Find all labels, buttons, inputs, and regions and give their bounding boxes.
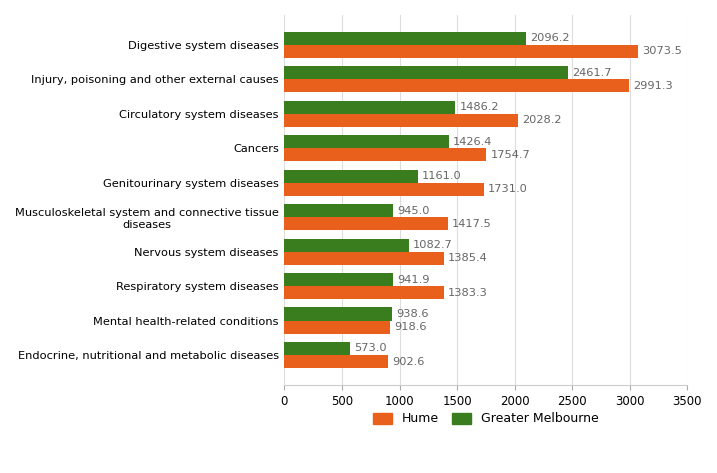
Bar (285, 79, 629, 92)
Bar (285, 148, 486, 161)
Text: 573.0: 573.0 (354, 343, 387, 353)
Text: 938.6: 938.6 (397, 309, 429, 319)
Bar (285, 183, 484, 196)
Text: 1082.7: 1082.7 (413, 240, 453, 250)
Bar (285, 170, 418, 183)
Bar (285, 204, 393, 217)
Bar (285, 32, 526, 45)
Text: 1385.4: 1385.4 (448, 253, 488, 263)
Text: 2461.7: 2461.7 (571, 68, 612, 78)
Text: 1417.5: 1417.5 (452, 219, 491, 229)
Bar (285, 66, 568, 79)
Text: 2028.2: 2028.2 (522, 115, 561, 125)
Bar (285, 217, 447, 230)
Text: 945.0: 945.0 (397, 206, 429, 216)
Text: 3073.5: 3073.5 (642, 46, 682, 56)
Bar (285, 342, 351, 355)
Text: 902.6: 902.6 (392, 357, 424, 367)
Bar (285, 273, 393, 286)
Text: 1383.3: 1383.3 (447, 288, 488, 298)
Bar (285, 114, 518, 127)
Text: 2096.2: 2096.2 (530, 34, 569, 44)
Text: 1426.4: 1426.4 (452, 137, 492, 147)
Text: 1161.0: 1161.0 (422, 171, 462, 181)
Text: 1754.7: 1754.7 (490, 150, 530, 160)
Bar (285, 252, 444, 265)
Text: 2991.3: 2991.3 (632, 81, 673, 91)
Bar (285, 238, 409, 252)
Bar (285, 321, 390, 333)
Bar (285, 101, 455, 114)
Bar (285, 286, 444, 299)
Text: 1731.0: 1731.0 (488, 184, 528, 194)
Text: 1486.2: 1486.2 (460, 102, 499, 112)
Bar (285, 135, 449, 148)
Bar (285, 307, 392, 321)
Bar (285, 355, 389, 368)
Legend: Hume, Greater Melbourne: Hume, Greater Melbourne (369, 407, 603, 430)
Bar (285, 45, 638, 58)
Text: 941.9: 941.9 (397, 274, 429, 285)
Text: 918.6: 918.6 (394, 322, 427, 332)
